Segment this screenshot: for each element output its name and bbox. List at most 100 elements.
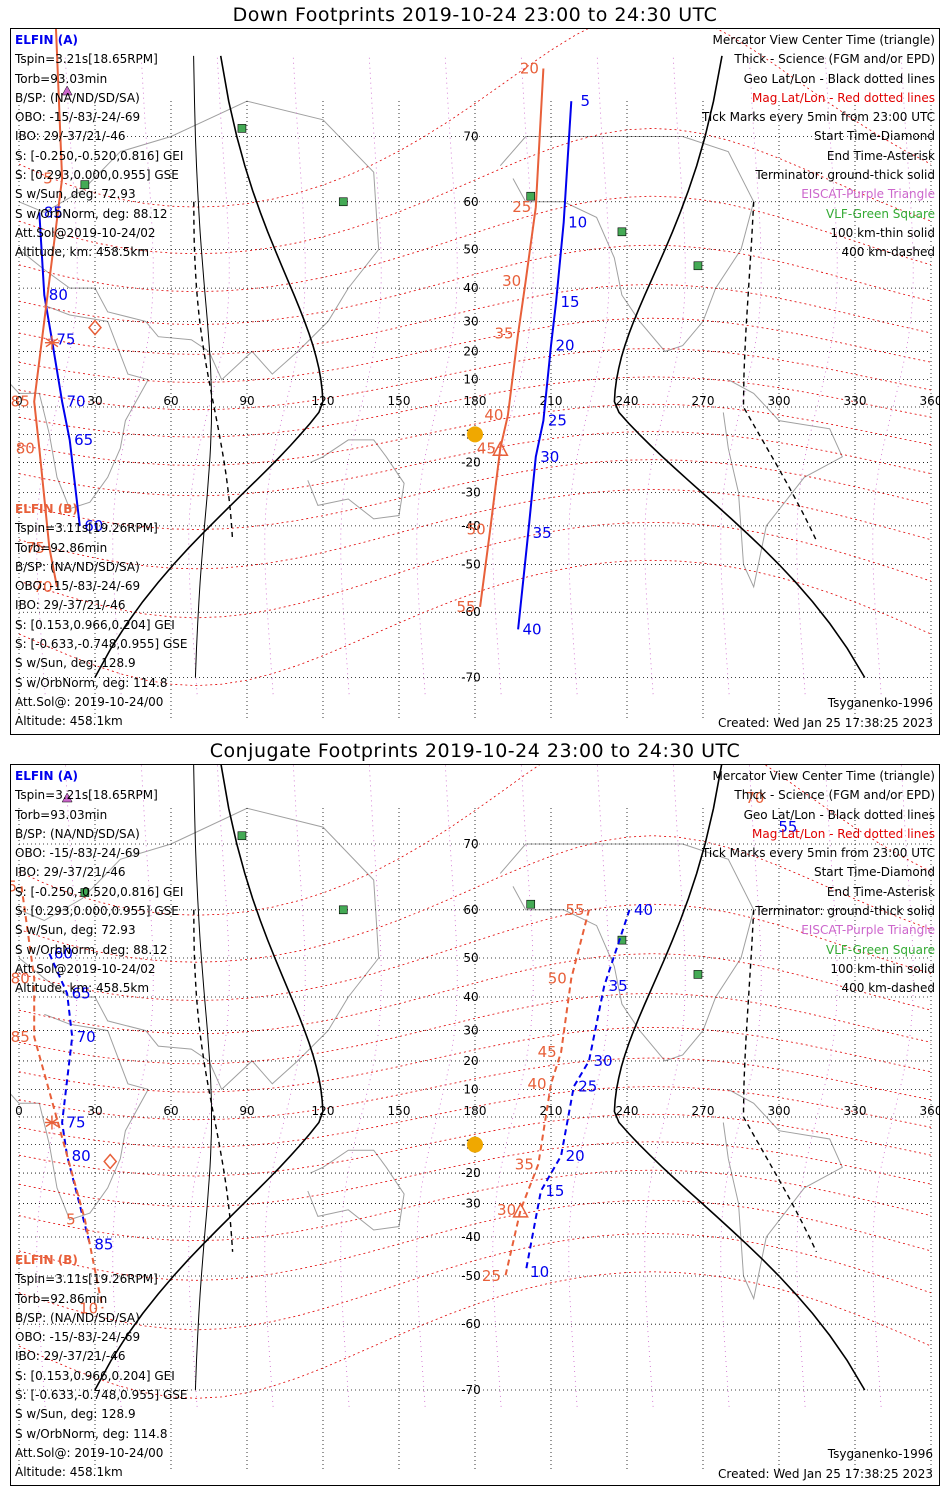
- lon-tick-label: 300: [768, 394, 791, 408]
- legend-line: Thick - Science (FGM and/or EPD): [734, 52, 935, 67]
- mag-meridian: [264, 765, 306, 1407]
- lat-tick-label: 60: [463, 903, 478, 917]
- mag-meridian: [36, 765, 78, 1407]
- info-line: S: [0.293,0.000,0.955] GSE: [15, 168, 179, 183]
- elfin-a-tick-label: 60: [54, 945, 73, 963]
- elfin-a-tick-label: 80: [72, 1147, 91, 1165]
- model-label: Tsyganenko-1996: [827, 696, 933, 710]
- lat-tick-label: 10: [463, 373, 478, 387]
- legend-line: 100 km-thin solid: [830, 225, 935, 240]
- info-line: Att.Sol@2019-10-24/02: [15, 225, 156, 240]
- asterisk-marker-icon: [44, 1115, 59, 1130]
- info-line: S: [0.153,0.966,0.204] GEI: [15, 1368, 175, 1383]
- elfin-b-tick-label: 45: [538, 1043, 557, 1061]
- elfin-a-tick-label: 5: [580, 92, 590, 110]
- lat-tick-label: 10: [463, 1082, 478, 1096]
- elfin-b-tick-label: 55: [565, 901, 584, 919]
- lon-tick-label: 0: [15, 1104, 23, 1118]
- map-canvas: 0 30 60 90 120 150 180 210 240 270 300 330 360706050…: [11, 29, 940, 719]
- info-line: Tspin=3.11s[19.26RPM]: [15, 1272, 158, 1287]
- elfin-b-tick-label: 50: [467, 520, 486, 538]
- info-line: S w/Sun, deg: 128.9: [15, 656, 136, 671]
- info-line: S: [-0.250,-0.520,0.816] GEI: [15, 884, 184, 899]
- panel-title: Conjugate Footprints 2019-10-24 23:00 to…: [209, 740, 741, 762]
- legend-line: Tick Marks every 5min from 23:00 UTC: [701, 846, 935, 861]
- elfin-a-tick-label: 85: [44, 203, 63, 221]
- lon-tick-label: 330: [844, 394, 867, 408]
- lon-tick-label: 30: [87, 1104, 102, 1118]
- map-panel-down: 0 30 60 90 120 150 180 210 240 270 300 330 360 70 60 50…: [10, 28, 940, 735]
- terminator-line: [94, 55, 324, 678]
- terminator-line: [613, 765, 866, 1391]
- info-line: Altitude: 458.1km: [15, 714, 123, 729]
- mag-parallel: [18, 317, 932, 383]
- elfin-b-label: ELFIN (B): [15, 502, 78, 516]
- elfin-a-tick-label: 20: [555, 337, 574, 355]
- elfin-a-tick-label: 30: [540, 448, 559, 466]
- sun-icon: [467, 426, 483, 443]
- elfin-a-tick-label: 75: [56, 331, 75, 349]
- diamond-marker-icon: [88, 319, 102, 336]
- lat-tick-label: 70: [463, 837, 478, 851]
- elfin-b-tick-label: 35: [515, 1155, 534, 1173]
- mag-meridian: [568, 55, 610, 695]
- legend-line: EISCAT-Purple Triangle: [801, 923, 935, 938]
- panel-title: Down Footprints 2019-10-24 23:00 to 24:3…: [232, 4, 718, 26]
- elfin-b-trace: [504, 909, 590, 1277]
- lon-tick-label: 60: [163, 1104, 178, 1118]
- info-line: S: [-0.633,-0.748,0.955] GSE: [15, 1388, 188, 1403]
- elfin-a-trace: [517, 101, 573, 630]
- info-line: S: [0.293,0.000,0.955] GSE: [15, 904, 179, 919]
- vlf-square-icon: [617, 227, 627, 237]
- elfin-a-tick-label: 35: [609, 977, 628, 995]
- vlf-square-icon: [80, 180, 90, 189]
- info-line: Torb=92.86min: [15, 540, 108, 555]
- map-canvas: 0 30 60 90 120 150 180 210 240 270 300 330 360706050…: [11, 765, 939, 1469]
- lat-tick-label: -70: [461, 1383, 481, 1397]
- info-line: IBO: 29/-37/21/-46: [15, 129, 126, 144]
- mag-parallel: [18, 559, 932, 687]
- vlf-square-icon: [526, 899, 536, 909]
- mag-parallel: [18, 1199, 932, 1281]
- coastline: [307, 1149, 405, 1231]
- lat-tick-label: -60: [461, 605, 481, 619]
- lon-tick-label: 240: [616, 1104, 639, 1118]
- legend-line: Thick - Science (FGM and/or EPD): [734, 788, 935, 803]
- triangle-marker-icon: [492, 440, 509, 457]
- mag-parallel: [18, 1086, 932, 1148]
- legend-line: EISCAT-Purple Triangle: [801, 187, 935, 202]
- elfin-a-tick-label: 10: [568, 213, 587, 231]
- mag-parallel: [18, 1141, 932, 1208]
- vlf-square-icon: [617, 935, 627, 945]
- coastline: [18, 807, 380, 1091]
- mag-parallel: [18, 489, 932, 570]
- vlf-square-icon: [237, 124, 247, 133]
- terminator-100km: [193, 55, 212, 678]
- info-line: B/SP: (NA/ND/SD/SA): [15, 826, 140, 841]
- vlf-square-icon: [338, 905, 348, 915]
- lat-tick-label: -50: [461, 558, 481, 572]
- lat-tick-label: -60: [461, 1317, 481, 1331]
- elfin-a-info: ELFIN (A) Tspin=3.21s[18.65RPM] Torb=93.…: [15, 767, 183, 999]
- elfin-a-tick-label: 30: [593, 1052, 612, 1070]
- vlf-square-icon: [693, 261, 703, 271]
- lat-tick-label: 50: [463, 951, 478, 965]
- lon-tick-label: 210: [540, 1104, 563, 1118]
- lon-tick-label: 360: [920, 394, 940, 408]
- elfin-a-tick-label: 40: [634, 901, 653, 919]
- mag-parallel: [18, 376, 932, 438]
- info-line: Att.Sol@: 2019-10-24/00: [15, 694, 164, 709]
- elfin-a-label: ELFIN (A): [15, 769, 78, 783]
- elfin-b-trace: [33, 29, 64, 588]
- elfin-b-tick-label: 85: [11, 393, 30, 411]
- model-label: Tsyganenko-1996: [827, 1447, 933, 1461]
- map-panel-conjugate: 0 30 60 90 120 150 180 210 240 270 300 330 360 70 60 50…: [10, 764, 940, 1486]
- elfin-a-tick-label: 65: [74, 431, 93, 449]
- lat-tick-label: -30: [461, 1196, 481, 1210]
- info-line: OBO: -15/-83/-24/-69: [15, 1330, 141, 1345]
- elfin-b-info: ELFIN (B) Tspin=3.11s[19.26RPM] Torb=92.…: [15, 500, 188, 732]
- coastline: [722, 1088, 843, 1301]
- elfin-b-tick-label: 75: [26, 539, 45, 557]
- info-line: Tspin=3.21s[18.65RPM]: [15, 52, 158, 67]
- vlf-square-icon: [80, 888, 90, 897]
